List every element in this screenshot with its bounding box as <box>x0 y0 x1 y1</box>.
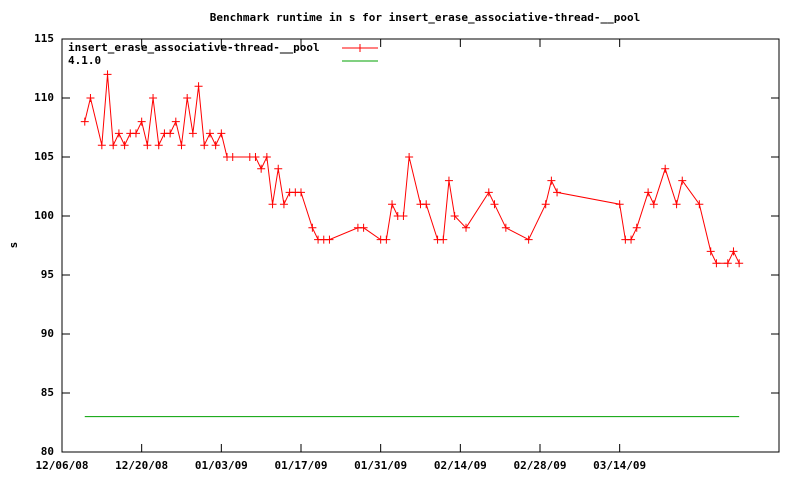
point-marker <box>439 235 448 244</box>
point-marker <box>462 223 471 232</box>
y-tick-label: 105 <box>34 150 54 163</box>
point-marker <box>553 188 562 197</box>
x-tick-label: 01/17/09 <box>275 459 328 472</box>
point-marker <box>649 200 658 209</box>
point-marker <box>120 141 129 150</box>
point-marker <box>723 259 732 268</box>
point-marker <box>279 200 288 209</box>
point-marker <box>399 212 408 220</box>
point-marker <box>359 223 368 232</box>
y-tick-label: 115 <box>34 32 54 45</box>
point-marker <box>678 176 687 185</box>
x-tick-label: 01/31/09 <box>354 459 407 472</box>
point-marker <box>217 129 226 138</box>
point-marker <box>382 235 391 244</box>
point-marker <box>251 153 260 161</box>
point-marker <box>422 200 431 209</box>
y-tick-label: 90 <box>41 327 54 340</box>
point-marker <box>200 141 209 150</box>
point-marker <box>114 129 123 138</box>
point-marker <box>274 164 283 173</box>
point-marker <box>103 70 112 79</box>
point-marker <box>211 141 220 150</box>
point-marker <box>644 188 653 197</box>
legend-label: insert_erase_associative-thread-__pool <box>68 41 320 54</box>
point-marker <box>205 129 214 138</box>
series-line <box>84 74 740 264</box>
point-marker <box>268 200 277 209</box>
x-tick-label: 01/03/09 <box>195 459 248 472</box>
chart-title: Benchmark runtime in s for insert_erase_… <box>210 11 640 24</box>
point-marker <box>627 235 636 244</box>
point-marker <box>541 200 550 209</box>
point-marker <box>450 212 459 220</box>
point-marker <box>149 94 158 102</box>
y-tick-label: 110 <box>34 91 54 104</box>
point-marker <box>171 117 180 126</box>
y-axis-label: s <box>7 242 20 249</box>
x-tick-label: 12/20/08 <box>115 459 168 472</box>
point-marker <box>183 94 192 102</box>
point-marker <box>166 129 175 138</box>
point-marker <box>712 259 721 268</box>
point-marker <box>262 153 271 161</box>
y-tick-label: 80 <box>41 445 54 458</box>
point-marker <box>325 235 334 244</box>
point-marker <box>86 94 95 102</box>
point-marker <box>177 141 186 150</box>
point-marker <box>735 259 744 268</box>
point-marker <box>228 153 237 161</box>
point-marker <box>194 82 203 91</box>
point-marker <box>188 129 197 138</box>
x-tick-label: 12/06/08 <box>36 459 89 472</box>
point-marker <box>706 247 715 256</box>
x-tick-label: 02/14/09 <box>434 459 487 472</box>
point-marker <box>524 235 533 244</box>
x-tick-label: 03/14/09 <box>593 459 646 472</box>
y-tick-label: 95 <box>41 268 54 281</box>
point-marker <box>137 117 146 126</box>
point-marker <box>109 141 118 150</box>
point-marker <box>297 188 305 197</box>
point-marker <box>547 176 556 185</box>
point-marker <box>405 153 414 161</box>
point-marker <box>501 223 510 232</box>
point-marker <box>388 200 397 209</box>
point-marker <box>143 141 152 150</box>
point-marker <box>615 200 624 209</box>
point-marker <box>672 200 681 209</box>
legend-marker <box>356 44 364 52</box>
x-tick-label: 02/28/09 <box>514 459 567 472</box>
y-tick-label: 100 <box>34 209 54 222</box>
point-marker <box>257 164 266 173</box>
point-marker <box>729 247 738 256</box>
y-tick-label: 85 <box>41 386 54 399</box>
point-marker <box>695 200 704 209</box>
point-marker <box>661 164 670 173</box>
point-marker <box>80 117 89 126</box>
plot-frame <box>61 38 780 453</box>
point-marker <box>484 188 493 197</box>
point-marker <box>444 176 453 185</box>
point-marker <box>490 200 499 209</box>
point-marker <box>308 223 317 232</box>
point-marker <box>154 141 163 150</box>
point-marker <box>97 141 106 150</box>
point-marker <box>632 223 641 232</box>
legend-label: 4.1.0 <box>68 54 101 67</box>
point-marker <box>131 129 140 138</box>
